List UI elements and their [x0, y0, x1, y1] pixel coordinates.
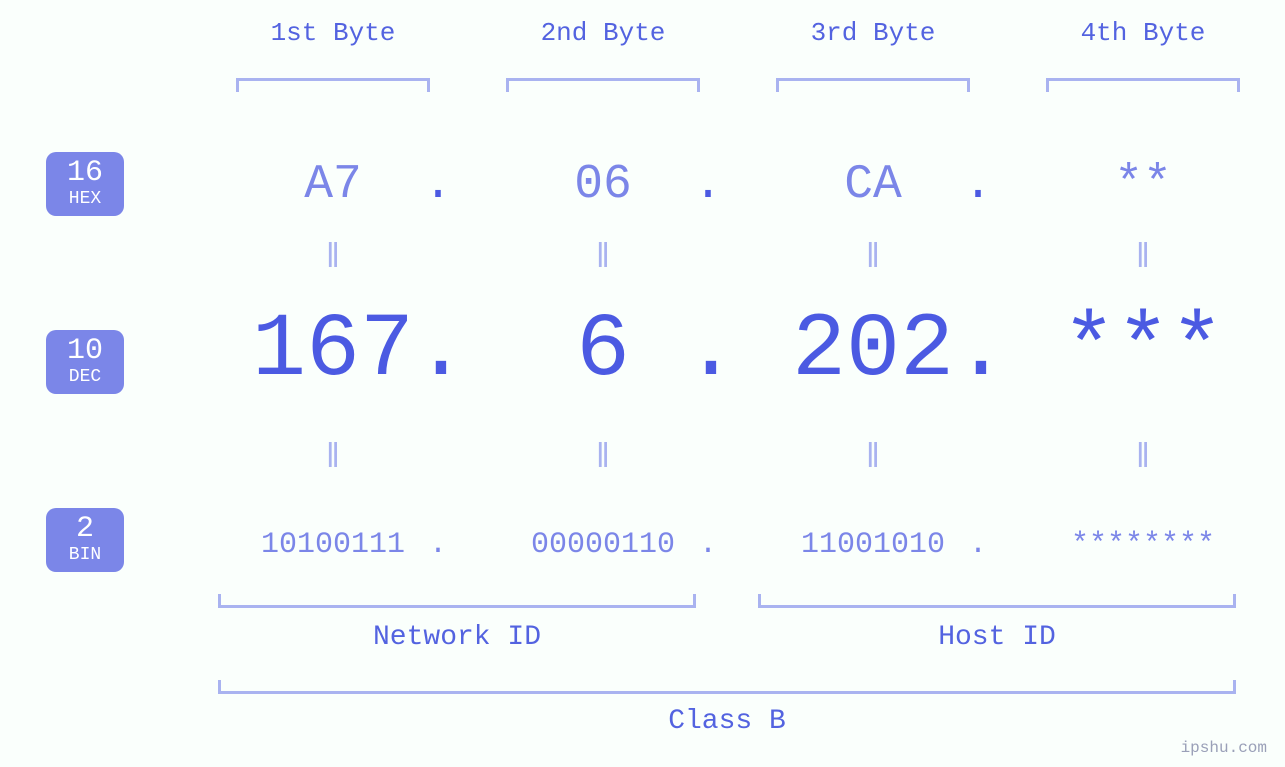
byte-label-3: 3rd Byte — [748, 18, 998, 48]
byte-bracket-2 — [506, 78, 700, 92]
bin-dot-2: . — [688, 528, 728, 562]
bin-dot-1: . — [418, 528, 458, 562]
eq-hex-dec-2: ǁ — [478, 240, 728, 278]
eq-hex-dec-4: ǁ — [1018, 240, 1268, 278]
byte-label-1: 1st Byte — [208, 18, 458, 48]
class-label: Class B — [208, 706, 1246, 737]
class-bracket — [218, 680, 1236, 694]
badge-base-num: 16 — [46, 158, 124, 188]
hex-dot-3: . — [958, 158, 998, 212]
eq-hex-dec-3: ǁ — [748, 240, 998, 278]
bin-dot-3: . — [958, 528, 998, 562]
byte-label-2: 2nd Byte — [478, 18, 728, 48]
bin-byte-4: ******** — [1018, 528, 1268, 562]
byte-bracket-3 — [776, 78, 970, 92]
badge-base-num: 2 — [46, 514, 124, 544]
badge-base-num: 10 — [46, 336, 124, 366]
dec-byte-4: *** — [1018, 300, 1268, 402]
badge-base-label: HEX — [46, 190, 124, 208]
badge-bin: 2 BIN — [46, 508, 124, 572]
byte-label-4: 4th Byte — [1018, 18, 1268, 48]
hex-dot-1: . — [418, 158, 458, 212]
group-label-host-id: Host ID — [748, 622, 1246, 653]
group-label-network-id: Network ID — [208, 622, 706, 653]
badge-base-label: BIN — [46, 546, 124, 564]
group-bracket-1 — [758, 594, 1236, 608]
credit-text: ipshu.com — [1181, 739, 1267, 757]
hex-dot-2: . — [688, 158, 728, 212]
dec-dot-1: . — [414, 300, 462, 402]
dec-dot-3: . — [954, 300, 1002, 402]
dec-dot-2: . — [684, 300, 732, 402]
eq-hex-dec-1: ǁ — [208, 240, 458, 278]
badge-base-label: DEC — [46, 368, 124, 386]
eq-dec-bin-1: ǁ — [208, 440, 458, 478]
eq-dec-bin-4: ǁ — [1018, 440, 1268, 478]
eq-dec-bin-2: ǁ — [478, 440, 728, 478]
badge-hex: 16 HEX — [46, 152, 124, 216]
group-bracket-0 — [218, 594, 696, 608]
hex-byte-4: ** — [1018, 158, 1268, 212]
byte-bracket-4 — [1046, 78, 1240, 92]
eq-dec-bin-3: ǁ — [748, 440, 998, 478]
byte-bracket-1 — [236, 78, 430, 92]
badge-dec: 10 DEC — [46, 330, 124, 394]
